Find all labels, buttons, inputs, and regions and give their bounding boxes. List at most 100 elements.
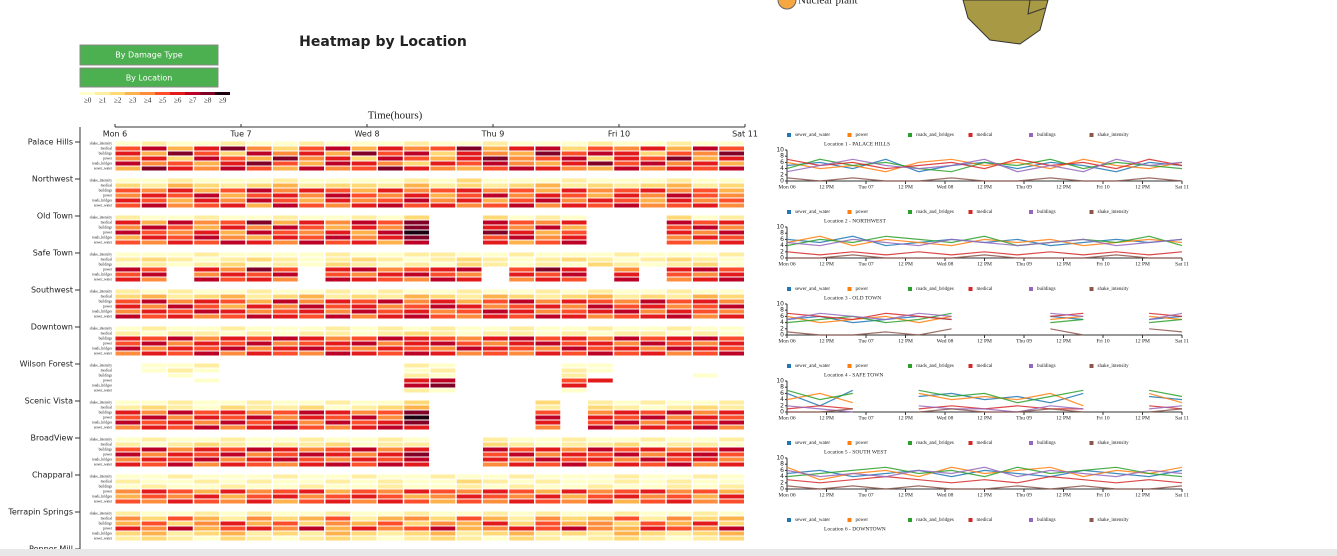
heat-cell	[614, 511, 639, 516]
heat-cell	[299, 410, 324, 415]
heat-cell	[693, 230, 718, 235]
heat-cell	[693, 188, 718, 193]
heat-cell	[666, 336, 692, 341]
heat-cell	[246, 289, 272, 294]
heat-cell	[168, 146, 193, 151]
y-tick-label: 0	[780, 255, 784, 262]
heat-cell	[719, 462, 744, 467]
heat-cell	[588, 511, 613, 516]
x-tick-label: 12 PM	[977, 261, 992, 267]
heat-cell	[509, 442, 534, 447]
series-line	[786, 389, 1183, 404]
button[interactable]	[79, 67, 219, 88]
heat-cell	[666, 299, 692, 304]
heat-cell	[273, 235, 298, 240]
heat-cell	[666, 203, 692, 208]
button[interactable]	[79, 44, 219, 66]
heat-cell	[404, 336, 429, 341]
heat-cell	[246, 405, 272, 410]
heat-cell	[456, 161, 482, 166]
heat-cell	[640, 193, 666, 198]
heat-cell	[168, 235, 193, 240]
legend-swatch	[787, 133, 791, 137]
heat-cell	[378, 193, 403, 198]
heat-cell	[535, 257, 561, 262]
heat-cell	[588, 479, 613, 484]
heat-cell	[614, 479, 639, 484]
x-tick-label: 12 PM	[898, 338, 913, 344]
heat-cell	[693, 262, 718, 267]
heat-cell	[588, 499, 613, 504]
heat-cell	[273, 425, 298, 430]
heat-cell	[351, 516, 377, 521]
heat-cell	[666, 166, 692, 171]
legend-label: roads_and_bridges	[916, 210, 954, 215]
heat-cell	[246, 141, 272, 146]
map-legend-marker	[777, 0, 797, 10]
heat-cell	[141, 336, 167, 341]
heat-cell	[666, 156, 692, 161]
legend-swatch	[1089, 133, 1094, 137]
legend-swatch	[125, 92, 140, 95]
heat-cell	[194, 267, 219, 272]
legend-label: sewer_and_water	[795, 210, 830, 215]
heat-cell	[509, 193, 534, 198]
legend-label: power	[856, 441, 869, 446]
heat-cell	[325, 230, 351, 235]
heat-cell	[246, 272, 272, 277]
heat-cell	[115, 400, 141, 405]
heat-cell	[483, 240, 508, 245]
heat-cell	[483, 314, 508, 319]
heat-cell	[561, 346, 587, 351]
heat-cell	[509, 531, 534, 536]
scrollbar[interactable]	[0, 549, 1337, 556]
heat-cell	[351, 420, 377, 425]
heat-cell	[614, 166, 639, 171]
heat-cell	[220, 484, 246, 489]
heat-cell	[378, 161, 403, 166]
heat-cell	[404, 230, 429, 235]
heat-cell	[693, 420, 718, 425]
heat-cell	[220, 405, 246, 410]
heat-cell	[614, 341, 639, 346]
heat-cell	[378, 166, 403, 171]
heat-cell	[141, 516, 167, 521]
heat-cell	[404, 388, 429, 393]
heat-cell	[719, 183, 744, 188]
button-label[interactable]: By Damage Type	[115, 51, 183, 60]
heat-cell	[535, 188, 561, 193]
heat-cell	[719, 304, 744, 309]
heat-cell	[351, 151, 377, 156]
heat-cell	[404, 341, 429, 346]
heat-cell	[246, 511, 272, 516]
heat-cell	[614, 198, 639, 203]
heat-cell	[299, 452, 324, 457]
heat-cell	[220, 262, 246, 267]
heat-cell	[719, 257, 744, 262]
heat-cell	[194, 410, 219, 415]
heat-cell	[640, 198, 666, 203]
heat-cell	[483, 289, 508, 294]
heat-cell	[588, 378, 613, 383]
heat-cell	[456, 309, 482, 314]
heat-cell	[404, 299, 429, 304]
heat-cell	[509, 267, 534, 272]
heat-cell	[404, 437, 429, 442]
row-label: shake_intensity	[90, 363, 113, 367]
heat-cell	[194, 400, 219, 405]
legend-swatch	[908, 210, 912, 214]
x-tick-label: Fri 10	[1096, 261, 1110, 267]
heat-cell	[246, 526, 272, 531]
heat-cell	[509, 156, 534, 161]
heat-cell	[588, 257, 613, 262]
heat-cell	[194, 346, 219, 351]
heat-cell	[430, 257, 456, 262]
heat-cell	[194, 215, 219, 220]
heat-cell	[246, 203, 272, 208]
heat-cell	[614, 526, 639, 531]
heat-cell	[456, 146, 482, 151]
heat-cell	[614, 521, 639, 526]
heat-cell	[351, 521, 377, 526]
chart-title: Location 6 - DOWNTOWN	[824, 526, 886, 532]
button-label[interactable]: By Location	[126, 74, 173, 83]
